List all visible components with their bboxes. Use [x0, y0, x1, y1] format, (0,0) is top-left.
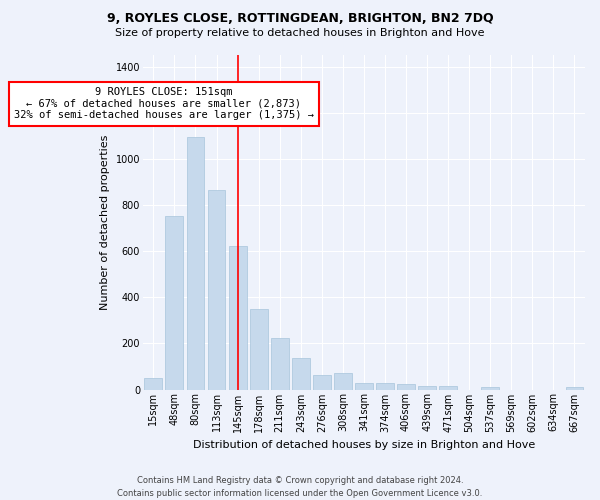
Bar	[166, 216, 184, 390]
Bar	[208, 190, 226, 390]
Text: 9 ROYLES CLOSE: 151sqm
← 67% of detached houses are smaller (2,873)
32% of semi-: 9 ROYLES CLOSE: 151sqm ← 67% of detached…	[14, 88, 314, 120]
Bar	[334, 374, 352, 390]
Bar	[229, 246, 247, 390]
Text: Contains HM Land Registry data © Crown copyright and database right 2024.
Contai: Contains HM Land Registry data © Crown c…	[118, 476, 482, 498]
Bar	[566, 386, 583, 390]
Y-axis label: Number of detached properties: Number of detached properties	[100, 134, 110, 310]
Bar	[355, 382, 373, 390]
Bar	[418, 386, 436, 390]
Bar	[397, 384, 415, 390]
Text: 9, ROYLES CLOSE, ROTTINGDEAN, BRIGHTON, BN2 7DQ: 9, ROYLES CLOSE, ROTTINGDEAN, BRIGHTON, …	[107, 12, 493, 26]
Text: Size of property relative to detached houses in Brighton and Hove: Size of property relative to detached ho…	[115, 28, 485, 38]
Bar	[313, 374, 331, 390]
Bar	[145, 378, 163, 390]
Bar	[481, 386, 499, 390]
Bar	[376, 382, 394, 390]
Bar	[250, 309, 268, 390]
Bar	[292, 358, 310, 390]
Bar	[439, 386, 457, 390]
X-axis label: Distribution of detached houses by size in Brighton and Hove: Distribution of detached houses by size …	[193, 440, 535, 450]
Bar	[187, 137, 205, 390]
Bar	[271, 338, 289, 390]
